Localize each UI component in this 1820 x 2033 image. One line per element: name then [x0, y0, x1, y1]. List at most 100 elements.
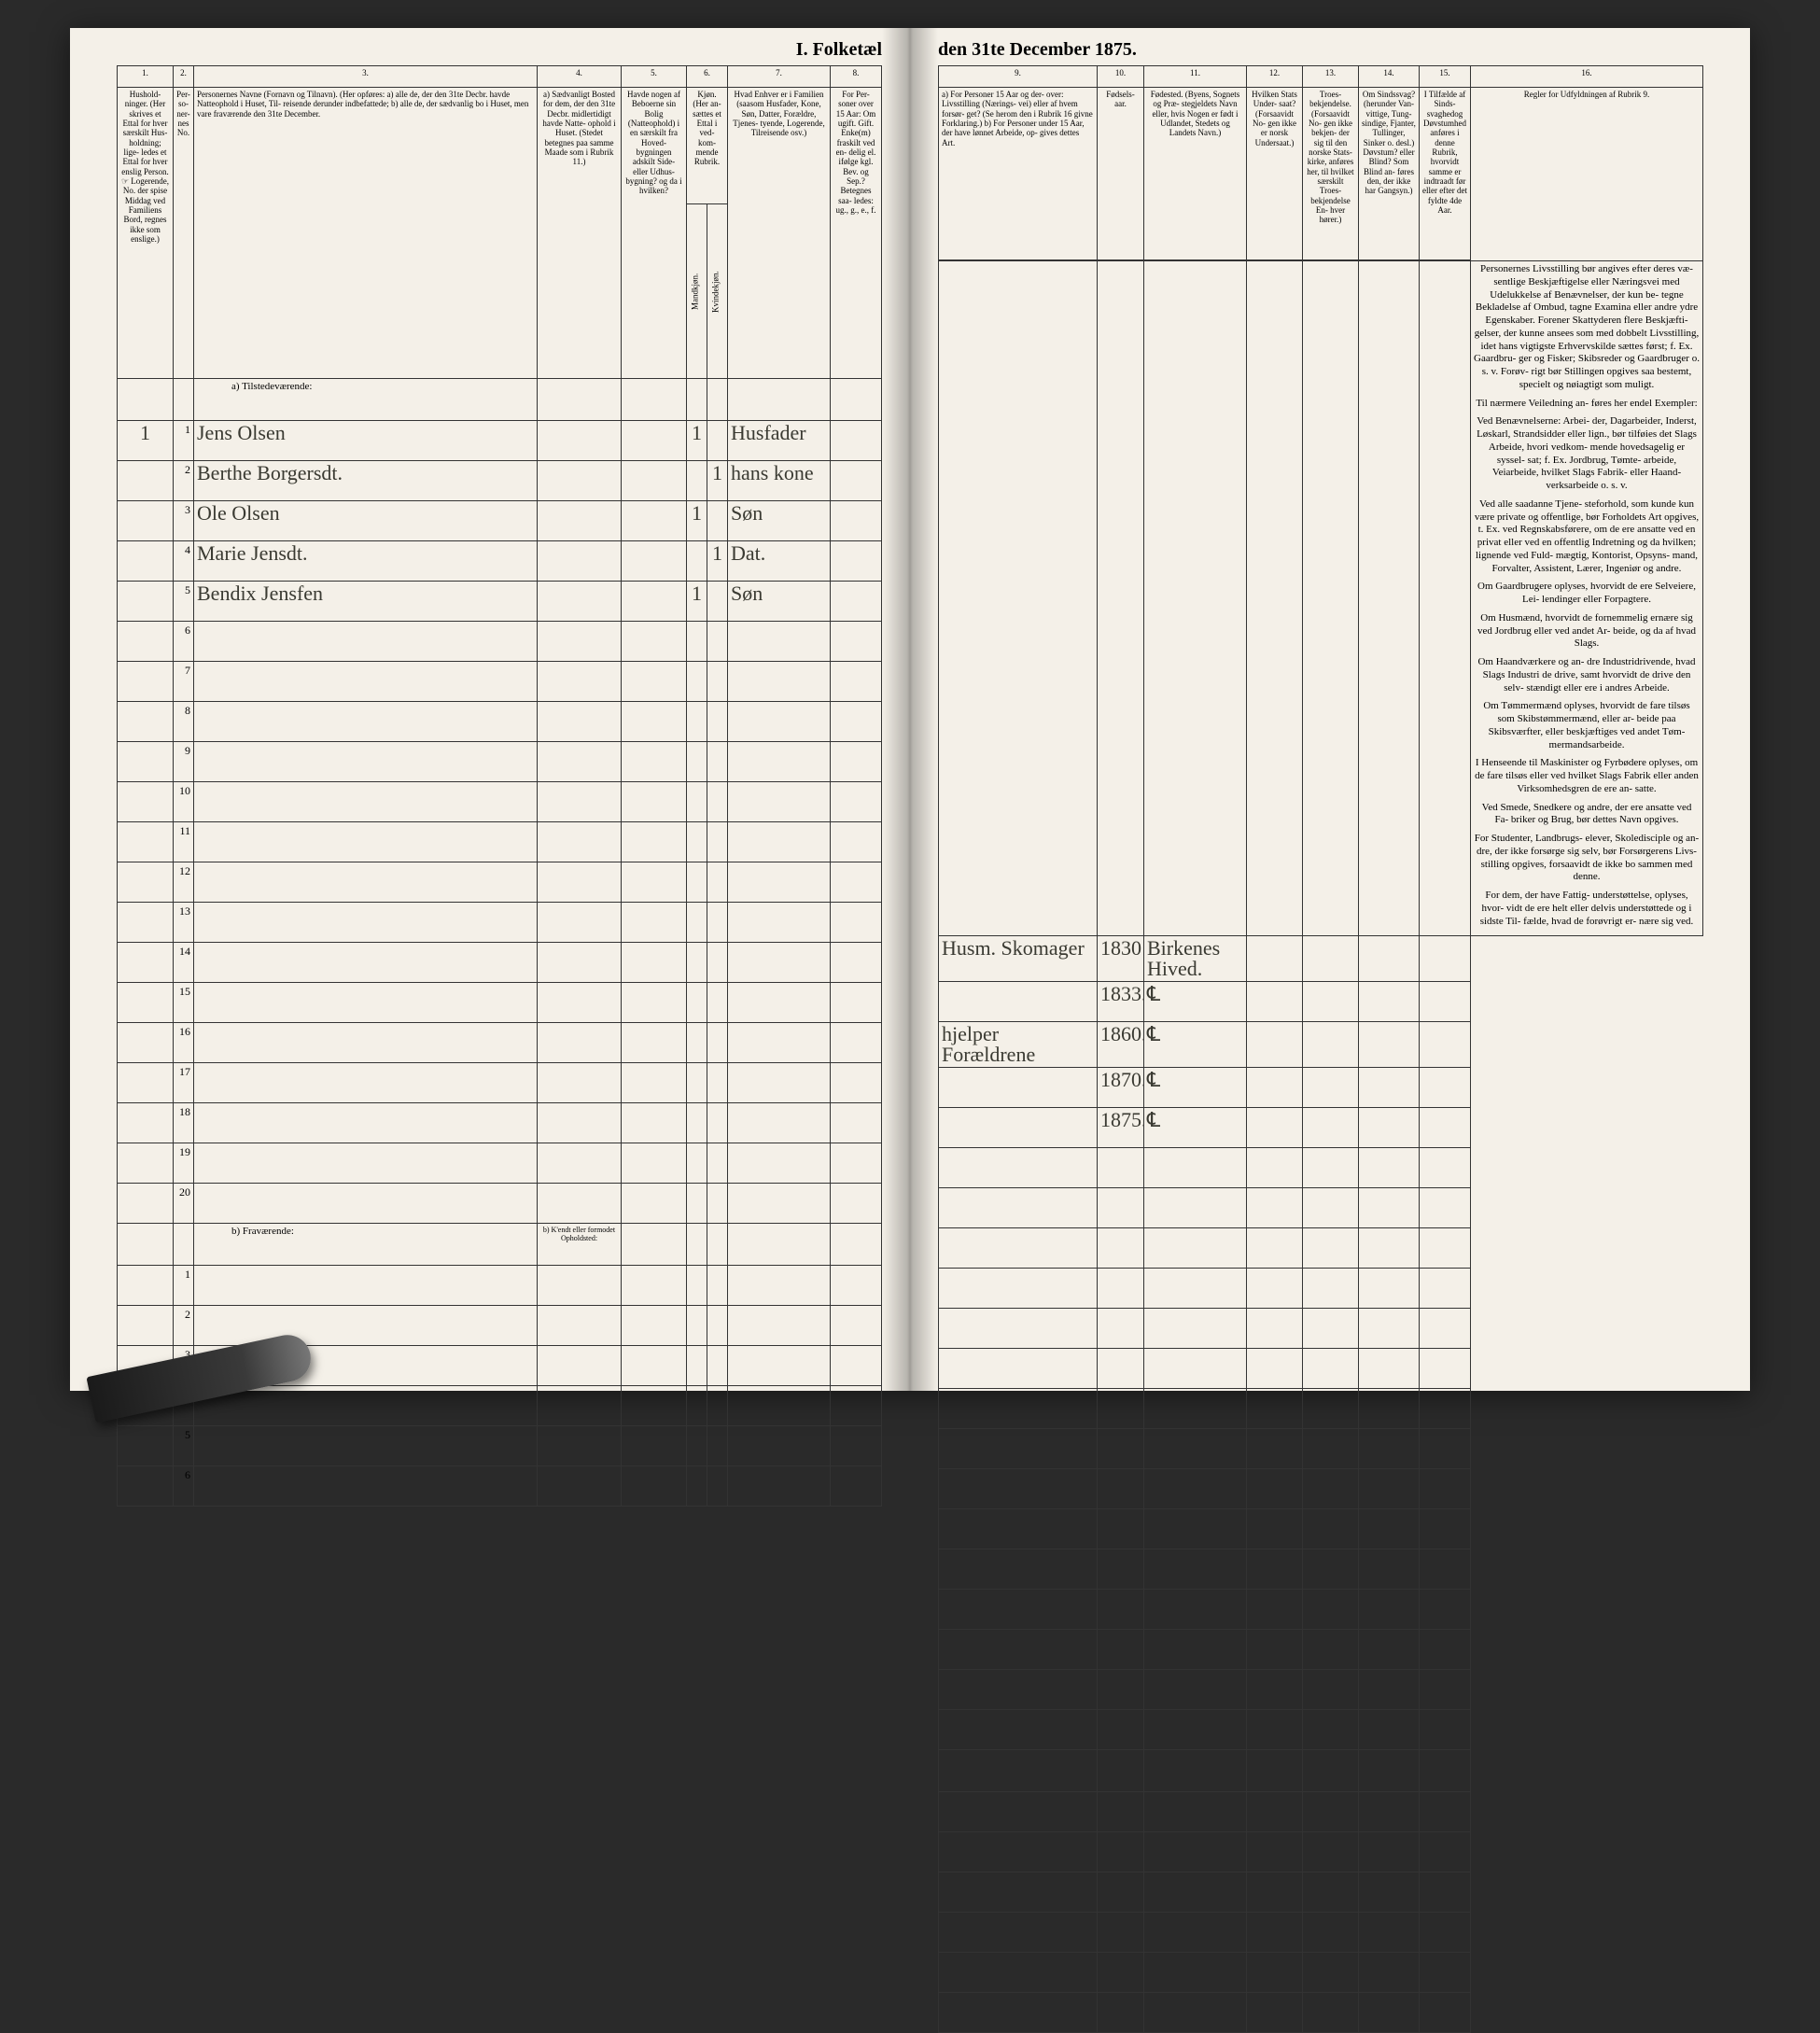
header-c12: Hvilken Stats Under- saat? (Forsaavidt N… [1247, 88, 1303, 260]
table-row: 1 [118, 1266, 882, 1306]
table-row [939, 1670, 1703, 1710]
table-row: 12 [118, 862, 882, 903]
table-row [939, 1469, 1703, 1509]
table-row [939, 1429, 1703, 1469]
section-b-label: b) Fraværende: [194, 1224, 538, 1266]
section-b-c4: b) K'endt eller formodet Opholdsted: [538, 1224, 622, 1266]
table-row: 20 [118, 1184, 882, 1224]
table-row [939, 1872, 1703, 1913]
table-row: 9 [118, 742, 882, 782]
table-row: 19 [118, 1143, 882, 1184]
table-row: hjelper Forældrene 1860. ℄ [939, 1022, 1703, 1068]
table-row: 3 Ole Olsen 1 Søn [118, 501, 882, 541]
header-c14: Om Sindssvag? (herunder Van- vittige, Tu… [1359, 88, 1420, 260]
header-c13: Troes- bekjendelse. (Forsaavidt No- gen … [1303, 88, 1359, 260]
colnum-3: 3. [194, 66, 538, 88]
colnum-14: 14. [1359, 66, 1420, 88]
table-row: 14 [118, 943, 882, 983]
viewport: I. Folketæl 1. 2. 3. 4. 5. 6. 7. 8. [0, 0, 1820, 1434]
table-row: 6 [118, 622, 882, 662]
header-c6a: Mandkjøn. [687, 204, 707, 379]
colnum-8: 8. [831, 66, 882, 88]
colnum-12: 12. [1247, 66, 1303, 88]
rubrik9-paragraph: For Studenter, Landbrugs- elever, Skoled… [1474, 833, 1700, 884]
header-c6b: Kvindekjøn. [707, 204, 728, 379]
header-c7: Hvad Enhver er i Familien (saasom Husfad… [728, 88, 831, 379]
header-c11: Fødested. (Byens, Sognets og Præ- stegje… [1144, 88, 1247, 260]
table-row [939, 1913, 1703, 1953]
table-row [939, 1148, 1703, 1188]
table-row [939, 1953, 1703, 1993]
table-row: 11 [118, 822, 882, 862]
table-row [939, 1269, 1703, 1309]
header-c16: Regler for Udfyldningen af Rubrik 9. [1471, 88, 1703, 261]
header-c9: a) For Personer 15 Aar og der- over: Liv… [939, 88, 1098, 260]
rubrik9-paragraph: Til nærmere Veiledning an- føres her end… [1474, 398, 1700, 411]
rubrik9-paragraph: I Henseende til Maskinister og Fyrbødere… [1474, 757, 1700, 795]
table-row: 10 [118, 782, 882, 822]
page-title-right: den 31te December 1875. [938, 39, 1722, 61]
section-a-label: a) Tilstedeværende: [194, 379, 538, 421]
colnum-11: 11. [1144, 66, 1247, 88]
rubrik9-paragraph: Om Gaardbrugere oplyses, hvorvidt de ere… [1474, 581, 1700, 607]
rubrik9-paragraph: Om Husmænd, hvorvidt de fornemmelig ernæ… [1474, 612, 1700, 651]
table-row [939, 1792, 1703, 1832]
colnum-1: 1. [118, 66, 174, 88]
colnum-4: 4. [538, 66, 622, 88]
table-row: 6 [118, 1466, 882, 1507]
rubrik9-paragraph: Ved Benævnelserne: Arbei- der, Dagarbeid… [1474, 415, 1700, 493]
table-row: 1833. ℄ [939, 982, 1703, 1022]
header-c1: Hushold- ninger. (Her skrives et Ettal f… [118, 88, 174, 379]
rubrik9-paragraph: Om Tømmermænd oplyses, hvorvidt de fare … [1474, 700, 1700, 751]
right-page: den 31te December 1875. 9. 10. 11. 12. 1… [910, 28, 1750, 1391]
table-row: 2 Berthe Borgersdt. 1 hans kone [118, 461, 882, 501]
rubrik9-paragraph: Om Haandværkere og an- dre Industridrive… [1474, 656, 1700, 694]
table-row: 18 [118, 1103, 882, 1143]
table-row [939, 1710, 1703, 1750]
colnum-13: 13. [1303, 66, 1359, 88]
table-row [939, 1349, 1703, 1389]
table-row: 5 [118, 1426, 882, 1466]
rubrik9-paragraph: For dem, der have Fattig- understøttelse… [1474, 890, 1700, 928]
table-row: 1875. ℄ [939, 1108, 1703, 1148]
header-c2: Per- so- ner- nes No. [174, 88, 194, 379]
colnum-2: 2. [174, 66, 194, 88]
table-row [939, 1630, 1703, 1670]
table-row: 2 [118, 1306, 882, 1346]
table-row: 17 [118, 1063, 882, 1103]
colnum-7: 7. [728, 66, 831, 88]
colnum-15: 15. [1420, 66, 1471, 88]
colnum-10: 10. [1098, 66, 1144, 88]
rubrik9-paragraph: Ved Smede, Snedkere og andre, der ere an… [1474, 802, 1700, 828]
table-row [939, 1509, 1703, 1549]
rubrik9-text: Personernes Livsstilling bør angives eft… [1471, 261, 1703, 936]
table-row: 7 [118, 662, 882, 702]
table-row: 1870. ℄ [939, 1068, 1703, 1108]
table-row: Husm. Skomager 1830 Birkenes Hived. [939, 936, 1703, 982]
header-c15: I Tilfælde af Sinds- svaghedog Døvstumhe… [1420, 88, 1471, 260]
table-row: 1 1 Jens Olsen 1 Husfader [118, 421, 882, 461]
header-c4: a) Sædvanligt Bosted for dem, der den 31… [538, 88, 622, 379]
table-row: 8 [118, 702, 882, 742]
header-c6: Kjøn. (Her an- sættes et Ettal i ved- ko… [687, 88, 728, 204]
census-table-left: 1. 2. 3. 4. 5. 6. 7. 8. Hushold- ninger.… [117, 65, 882, 1507]
section-a-c2 [174, 379, 194, 421]
header-c8: For Per- soner over 15 Aar: Om ugift. Gi… [831, 88, 882, 379]
table-row [939, 1590, 1703, 1630]
table-row: 5 Bendix Jensfen 1 Søn [118, 582, 882, 622]
header-c5: Havde nogen af Beboerne sin Bolig (Natte… [622, 88, 687, 379]
section-a-c1 [118, 379, 174, 421]
table-row: 13 [118, 903, 882, 943]
rubrik9-paragraph: Personernes Livsstilling bør angives eft… [1474, 263, 1700, 392]
left-page: I. Folketæl 1. 2. 3. 4. 5. 6. 7. 8. [70, 28, 910, 1391]
table-row: 15 [118, 983, 882, 1023]
colnum-5: 5. [622, 66, 687, 88]
colnum-6: 6. [687, 66, 728, 88]
table-row [939, 1993, 1703, 2033]
header-c3: Personernes Navne (Fornavn og Tilnavn). … [194, 88, 538, 379]
table-row [939, 1832, 1703, 1872]
table-row [939, 1309, 1703, 1349]
table-row [939, 1188, 1703, 1228]
table-row [939, 1228, 1703, 1269]
colnum-16: 16. [1471, 66, 1703, 88]
